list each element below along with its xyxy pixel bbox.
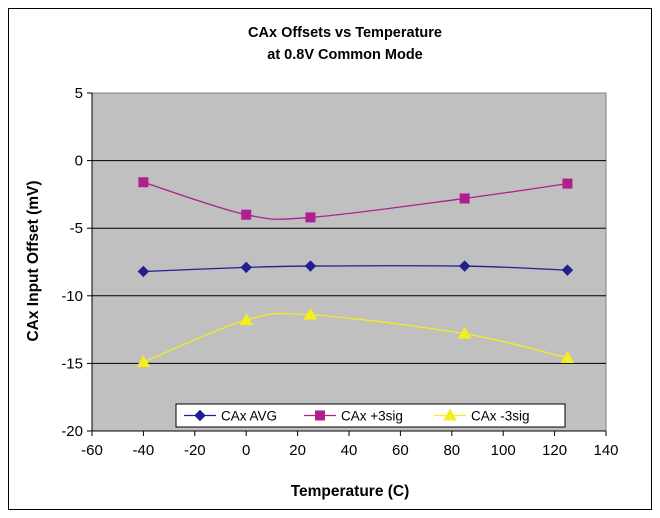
data-point-cax-avg [304, 260, 317, 272]
legend: CAx AVG CAx +3sig CAx -3sig [175, 403, 566, 428]
x-tick-label: -20 [184, 442, 206, 459]
legend-marker-cax-avg [194, 409, 206, 422]
y-tick-label: -10 [61, 288, 83, 305]
y-tick-label: -15 [61, 355, 83, 372]
data-point-cax-3sig [136, 355, 151, 368]
legend-box [175, 403, 566, 428]
data-point-cax-3sig [305, 212, 316, 223]
y-tick-label: -5 [70, 220, 83, 237]
data-point-cax-3sig [459, 193, 470, 204]
legend-label-cax-avg: CAx AVG [221, 409, 277, 424]
data-point-cax-3sig [239, 313, 254, 326]
series-line-cax-3sig [143, 312, 568, 363]
chart-frame: CAx Offsets vs Temperature at 0.8V Commo… [8, 8, 652, 510]
data-point-cax-avg [240, 261, 252, 274]
y-tick-label: 0 [75, 153, 83, 170]
legend-label-cax-3sig: CAx +3sig [341, 409, 403, 424]
legend-marker-cax-3sig [315, 410, 325, 421]
data-point-cax-3sig [138, 177, 149, 188]
y-tick-label: 5 [75, 85, 83, 102]
x-tick-label: 120 [542, 442, 567, 459]
data-point-cax-3sig [562, 178, 573, 189]
line-chart: CAx Offsets vs Temperature at 0.8V Commo… [25, 25, 619, 500]
series-line-cax-3sig [143, 181, 568, 220]
plot-background [91, 92, 607, 432]
chart-title-line-2: at 0.8V Common Mode [267, 47, 423, 63]
legend-marker-cax-3sig [443, 408, 457, 421]
data-point-cax-3sig [457, 326, 472, 339]
plot-area: 5 0 -5 -10 -15 -20 -60 -40 -20 0 20 40 60 80 100 120 140 [61, 85, 618, 459]
x-tick-label: 140 [593, 442, 618, 459]
data-point-cax-3sig [560, 350, 575, 363]
x-tick-label: 0 [242, 442, 250, 459]
legend-label-cax-3sig: CAx -3sig [471, 409, 530, 424]
chart-title-line-1: CAx Offsets vs Temperature [248, 25, 442, 41]
data-point-cax-3sig [241, 209, 252, 220]
x-tick-label: 60 [392, 442, 409, 459]
x-tick-label: 100 [491, 442, 516, 459]
x-tick-label: -40 [133, 442, 155, 459]
y-axis-label: CAx Input Offset (mV) [25, 180, 42, 341]
data-point-cax-avg [561, 264, 574, 276]
data-point-cax-3sig [303, 307, 318, 320]
x-tick-label: -60 [81, 442, 103, 459]
x-axis-label: Temperature (C) [291, 483, 410, 500]
y-tick-label: -20 [61, 423, 83, 440]
x-tick-label: 40 [341, 442, 358, 459]
data-point-cax-avg [458, 260, 471, 272]
data-point-cax-avg [137, 265, 150, 278]
x-tick-label: 20 [289, 442, 306, 459]
series-line-cax-avg [143, 265, 568, 273]
x-tick-label: 80 [443, 442, 460, 459]
